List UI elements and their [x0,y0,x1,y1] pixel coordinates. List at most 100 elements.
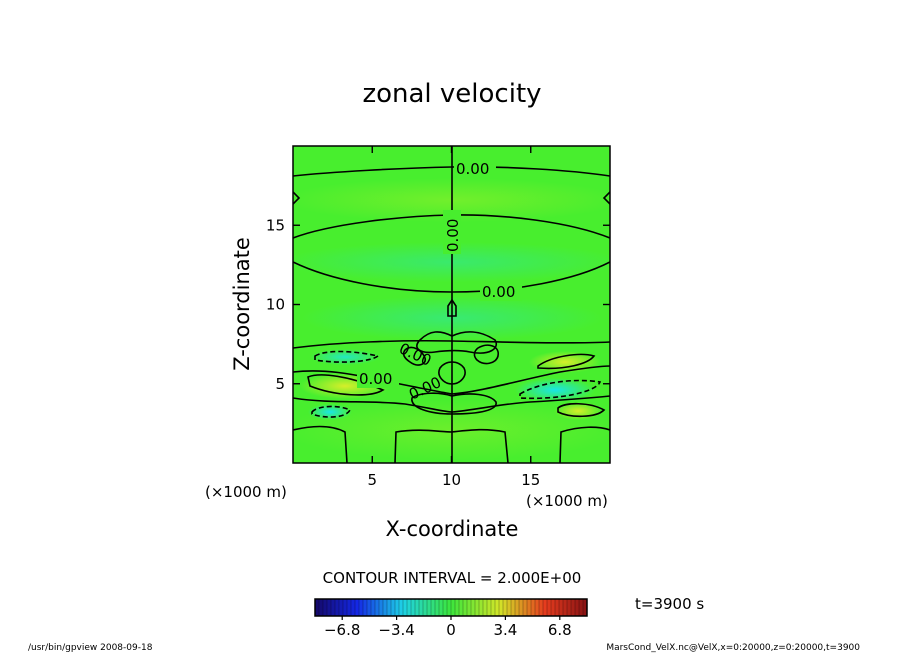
colorbar-cell [547,599,552,616]
colorbar-cell [575,599,580,616]
contour-line [602,191,610,205]
contour-label-bg [357,370,399,388]
colorbar-cell [555,599,560,616]
colorbar-cell [539,599,544,616]
contour-lines [293,146,610,463]
footer-right: MarsCond_VelX.nc@VelX,x=0:20000,z=0:2000… [606,643,860,653]
contour-line [311,405,352,418]
colorbar-cell [343,599,348,616]
x-tick-label: 5 [367,471,377,489]
colorbar-cell [391,599,396,616]
colorbar-cell [563,599,568,616]
time-label: t=3900 s [635,595,704,613]
colorbar-cell [351,599,356,616]
colorbar-cell [395,599,400,616]
contour-line [519,379,602,400]
blob-cyan-right [515,378,595,402]
colorbar-cell [463,599,468,616]
contour-line [402,346,427,366]
y-axis-title: Z-coordinate [230,237,254,371]
colorbar-tick-label: −3.4 [378,621,414,639]
colorbar-cell [527,599,532,616]
colorbar-cell [387,599,392,616]
contour-line [307,374,385,396]
colorbar-cell [347,599,352,616]
colorbar-cell [503,599,508,616]
colorbar-cell [411,599,416,616]
x-unit-right: (×1000 m) [526,492,608,510]
colorbar-cell [467,599,472,616]
contour-interval: CONTOUR INTERVAL = 2.000E+00 [323,569,582,587]
colorbar-cell [431,599,436,616]
contour-line [293,425,348,463]
colorbar-cell [319,599,324,616]
contour-line [557,402,606,418]
colorbar-cell [499,599,504,616]
colorbar-cell [403,599,408,616]
colorbar-cell [567,599,572,616]
x-axis-title: X-coordinate [386,517,519,541]
contour-label: 0.00 [456,160,489,178]
colorbar-cell [379,599,384,616]
colorbar-cell [479,599,484,616]
colorbar-cell [531,599,536,616]
colorbar-cell [451,599,456,616]
colorbar-ticks: −6.8 −3.4 0 3.4 6.8 [324,616,572,639]
colorbar-tick-label: 0 [446,621,456,639]
colorbar-cell [447,599,452,616]
colorbar-tick-label: 6.8 [548,621,572,639]
colorbar-cell [335,599,340,616]
colorbar-cell [427,599,432,616]
x-tick-label: 10 [442,471,461,489]
colorbar-cell [459,599,464,616]
colorbar-cell [407,599,412,616]
x-ticks: 5 10 15 [367,146,540,489]
contour-line [438,361,466,385]
colorbar-cell [571,599,576,616]
contour-label-bg [443,210,461,254]
contour-line [559,426,610,463]
footer-left: /usr/bin/gpview 2008-09-18 [28,643,153,653]
colorbar-cell [399,599,404,616]
y-tick-label: 15 [266,216,285,234]
chart-title: zonal velocity [362,79,541,109]
blob-yellow-right-upper [529,351,601,373]
y-tick-label: 10 [266,296,285,314]
colorbar-cell [559,599,564,616]
contour-line [293,191,301,205]
colorbar-cell [363,599,368,616]
colorbar-cell [543,599,548,616]
colorbar-cell [583,599,588,616]
colorbar-cell [487,599,492,616]
blob-yellow-right-lower [554,402,602,420]
colorbar-cell [579,599,584,616]
colorbar-cell [383,599,388,616]
colorbar-cell [551,599,556,616]
colorbar-cell [535,599,540,616]
contour-line [447,298,457,317]
colorbar-cell [483,599,488,616]
colorbar-cell [367,599,372,616]
colorbar-cell [495,599,500,616]
colorbar-cell [315,599,320,616]
colorbar-cell [507,599,512,616]
contour-line [416,331,497,354]
colorbar-cell [511,599,516,616]
x-unit-left: (×1000 m) [205,483,287,501]
colorbar-cell [375,599,380,616]
contour-label-bg [454,159,496,177]
colorbar-cell [471,599,476,616]
colorbar-cell [331,599,336,616]
colorbar-cell [523,599,528,616]
contour-label: 0.00 [482,283,515,301]
contour-label: 0.00 [359,370,392,388]
contour-line [537,353,596,370]
colorbar-cell [423,599,428,616]
colorbar-cell [475,599,480,616]
colorbar-cell [339,599,344,616]
contour-line [314,350,380,363]
colorbar-cell [371,599,376,616]
colorbar-cell [439,599,444,616]
colorbar-cell [443,599,448,616]
